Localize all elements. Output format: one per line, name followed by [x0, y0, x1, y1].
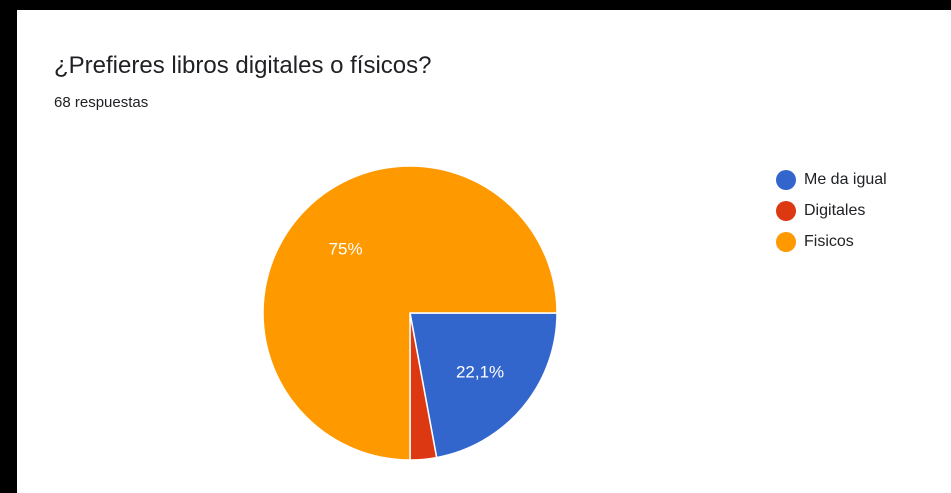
legend-item-me-da-igual[interactable]: Me da igual — [776, 164, 887, 195]
pie-slice-fisicos[interactable] — [262, 165, 558, 461]
legend-item-digitales[interactable]: Digitales — [776, 195, 887, 226]
chart-legend: Me da igual Digitales Fisicos — [776, 164, 887, 257]
pie-chart: 22,1% 75% — [262, 165, 558, 461]
legend-label: Digitales — [804, 201, 866, 219]
slice-label-fisicos: 75% — [329, 240, 363, 259]
pie-slice-me-da-igual[interactable] — [409, 312, 558, 459]
legend-label: Me da igual — [804, 170, 887, 188]
legend-item-fisicos[interactable]: Fisicos — [776, 226, 887, 257]
slice-label-me-da-igual: 22,1% — [456, 362, 504, 381]
legend-label: Fisicos — [804, 232, 854, 250]
legend-swatch-icon — [776, 231, 796, 252]
chart-card: ¿Prefieres libros digitales o físicos? 6… — [17, 10, 951, 493]
response-count: 68 respuestas — [54, 94, 149, 111]
legend-swatch-icon — [776, 200, 796, 221]
chart-title: ¿Prefieres libros digitales o físicos? — [54, 52, 432, 79]
legend-swatch-icon — [776, 169, 796, 190]
